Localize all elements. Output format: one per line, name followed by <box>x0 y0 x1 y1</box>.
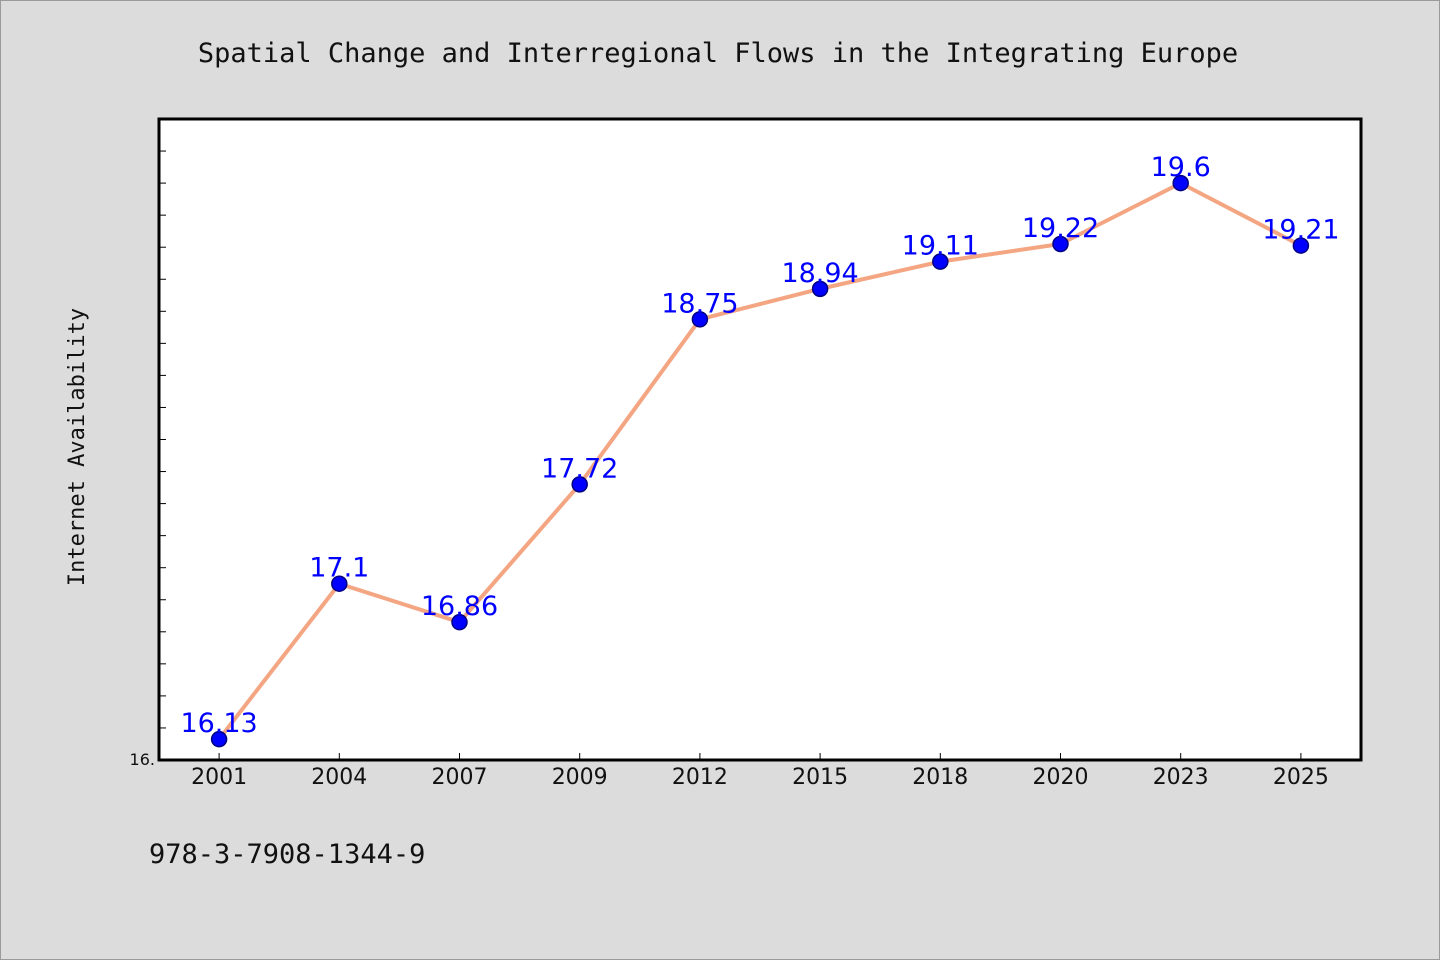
plot-border <box>157 117 1363 762</box>
data-label: 16.86 <box>421 591 498 622</box>
data-label: 18.94 <box>781 258 858 289</box>
x-tick-label: 2012 <box>672 765 728 790</box>
data-label: 17.72 <box>541 453 618 484</box>
x-tick-label: 2025 <box>1273 765 1329 790</box>
data-point-marker <box>1052 235 1069 253</box>
data-point-marker <box>1172 174 1189 192</box>
data-label: 19.6 <box>1151 152 1211 183</box>
data-point-marker <box>1292 237 1310 254</box>
chart-title: Spatial Change and Interregional Flows i… <box>198 38 1238 69</box>
x-tick-label: 2020 <box>1033 765 1089 790</box>
data-point-marker <box>811 280 829 298</box>
data-point-marker <box>571 476 588 493</box>
x-tick-label: 2018 <box>912 765 968 790</box>
series-group: 16.13 17.1 16.86 17.72 18.75 18.94 19.11 19.22 1… <box>180 152 1340 748</box>
x-tick-label: 2007 <box>432 765 488 790</box>
data-label: 18.75 <box>661 288 738 319</box>
data-point-marker <box>932 253 949 270</box>
y-tick-label: 16. <box>130 750 155 769</box>
y-axis-label: Internet Availability <box>65 308 90 586</box>
plot-area <box>159 119 1361 760</box>
x-tick-label: 2004 <box>311 765 367 790</box>
data-label: 16.13 <box>180 708 257 739</box>
x-axis-ticks: 2001 2004 2007 2009 2012 2015 2018 2020 2023 2025 <box>191 753 1329 790</box>
data-label: 19.21 <box>1262 215 1339 246</box>
x-tick-label: 2009 <box>552 765 608 790</box>
series-line <box>217 181 1303 742</box>
data-label: 17.1 <box>309 553 369 584</box>
data-label: 19.22 <box>1022 213 1099 244</box>
data-point-marker <box>451 613 468 631</box>
data-label: 19.11 <box>902 231 979 262</box>
data-point-marker <box>210 730 228 748</box>
x-tick-label: 2023 <box>1153 765 1209 790</box>
data-point-marker <box>331 575 348 592</box>
x-tick-label: 2001 <box>191 765 247 790</box>
isbn-footer: 978-3-7908-1344-9 <box>149 839 425 870</box>
x-tick-label: 2015 <box>792 765 848 790</box>
data-point-marker <box>691 311 709 328</box>
